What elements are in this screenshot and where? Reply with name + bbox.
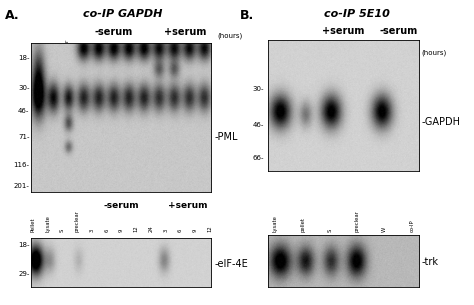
Text: (hours): (hours) — [217, 32, 242, 38]
Text: 12: 12 — [206, 56, 211, 63]
Text: 71-: 71- — [18, 134, 29, 140]
Text: S: S — [300, 56, 305, 60]
Text: 6: 6 — [178, 229, 183, 232]
Text: 6: 6 — [382, 56, 387, 60]
Text: Lysate: Lysate — [273, 215, 278, 232]
Text: +serum: +serum — [164, 27, 206, 37]
Text: 3: 3 — [90, 229, 94, 232]
Text: -serum: -serum — [95, 27, 133, 37]
Text: 6: 6 — [328, 56, 332, 60]
Text: S: S — [48, 59, 53, 63]
Text: -trk: -trk — [422, 257, 439, 267]
Text: 46-: 46- — [18, 109, 29, 114]
Text: 46-: 46- — [253, 122, 264, 128]
Text: co-IP: co-IP — [410, 219, 414, 232]
Text: co-IP 5E10: co-IP 5E10 — [324, 9, 390, 19]
Text: preclear: preclear — [355, 210, 360, 232]
Text: 24: 24 — [148, 225, 154, 232]
Text: 18-: 18- — [18, 242, 29, 248]
Text: -GAPDH: -GAPDH — [422, 117, 461, 127]
Text: 201-: 201- — [14, 183, 29, 189]
Text: Lysate: Lysate — [33, 44, 37, 63]
Text: +serum: +serum — [168, 201, 208, 210]
Text: 6: 6 — [96, 59, 100, 63]
Text: 30-: 30- — [18, 84, 29, 91]
Text: W: W — [382, 227, 387, 232]
Text: Pellet: Pellet — [30, 218, 36, 232]
Text: 116-: 116- — [13, 162, 29, 168]
Text: 6: 6 — [175, 59, 180, 63]
Text: S: S — [328, 228, 332, 232]
Text: S: S — [60, 229, 65, 232]
Text: 12: 12 — [410, 52, 414, 60]
Text: pellet: pellet — [300, 217, 305, 232]
Text: 9: 9 — [192, 229, 198, 232]
Text: 18-: 18- — [18, 55, 29, 61]
Text: 3: 3 — [80, 59, 85, 63]
Text: 12: 12 — [208, 225, 212, 232]
Text: -serum: -serum — [104, 201, 139, 210]
Text: -eIF-4E: -eIF-4E — [214, 259, 248, 269]
Text: 29-: 29- — [18, 271, 29, 278]
Text: 66-: 66- — [253, 155, 264, 161]
Text: 3: 3 — [159, 59, 164, 63]
Text: -serum: -serum — [379, 26, 418, 36]
Text: (hours): (hours) — [421, 49, 446, 56]
Text: 12: 12 — [134, 225, 138, 232]
Text: B.: B. — [240, 9, 254, 22]
Text: Lysate: Lysate — [273, 41, 278, 60]
Text: -PML: -PML — [214, 132, 238, 142]
Text: co-IP GAPDH: co-IP GAPDH — [82, 9, 162, 19]
Text: 3: 3 — [163, 229, 168, 232]
Text: 9: 9 — [111, 59, 117, 63]
Text: A.: A. — [5, 9, 19, 22]
Text: 12: 12 — [355, 52, 360, 60]
Text: preclear: preclear — [64, 38, 69, 63]
Text: Lysate: Lysate — [45, 215, 50, 232]
Text: 9: 9 — [119, 229, 124, 232]
Text: preclear: preclear — [74, 210, 80, 232]
Text: 9: 9 — [191, 59, 196, 63]
Text: 12: 12 — [128, 56, 132, 63]
Text: +serum: +serum — [322, 26, 365, 36]
Text: 24: 24 — [143, 56, 148, 63]
Text: 30-: 30- — [253, 87, 264, 92]
Text: 6: 6 — [104, 229, 109, 232]
